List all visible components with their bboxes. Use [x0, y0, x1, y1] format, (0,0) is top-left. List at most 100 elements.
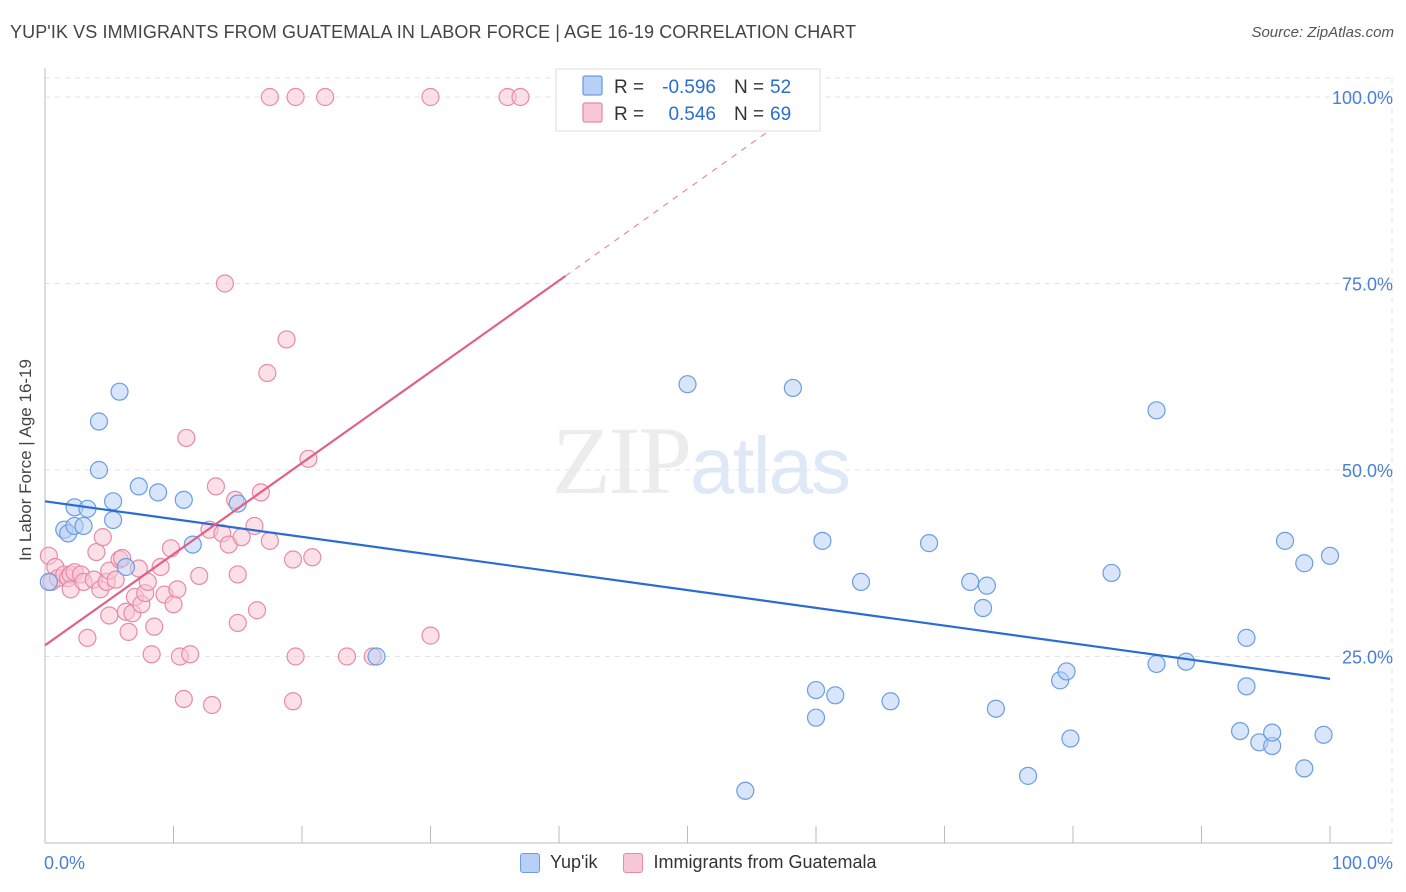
yupik-trend-line — [44, 500, 1331, 680]
yupik-point — [1275, 531, 1295, 550]
guatemala-point — [177, 428, 196, 448]
yupik-point — [1295, 759, 1314, 778]
guatemala-point — [303, 548, 322, 567]
legend-swatch-yupik — [582, 75, 603, 96]
guatemala-point — [174, 689, 193, 709]
tick-labels: 25.0% 50.0% 75.0% 100.0% 0.0% 100.0% — [44, 88, 1393, 873]
yupik-point — [961, 572, 980, 592]
guatemala-point — [168, 580, 187, 599]
guatemala-point — [181, 645, 200, 664]
guatemala-point — [283, 692, 303, 711]
legend-r-label: R = — [614, 104, 644, 125]
x-tick-label-min: 0.0% — [44, 853, 85, 873]
yupik-point — [183, 535, 202, 554]
yupik-point — [678, 375, 697, 394]
guatemala-point — [260, 87, 279, 107]
guatemala-point — [228, 613, 247, 633]
guatemala-point — [260, 531, 279, 550]
yupik-point — [116, 557, 136, 577]
y-tick-label: 25.0% — [1342, 648, 1393, 668]
yupik-point — [881, 692, 900, 711]
yupik-point — [1176, 652, 1196, 671]
bottom-legend: Yup'ik Immigrants from Guatemala — [520, 852, 903, 873]
guatemala-point — [161, 539, 181, 558]
legend-n-label: N = — [734, 104, 764, 125]
legend-n-value: 52 — [770, 77, 791, 98]
yupik-point — [1018, 766, 1038, 785]
yupik-point — [1314, 725, 1333, 744]
guatemala-trend-extension — [565, 115, 791, 277]
legend-item-yupik[interactable]: Yup'ik — [520, 852, 597, 873]
yupik-point — [919, 534, 939, 553]
yupik-point — [806, 680, 826, 700]
yupik-point — [367, 647, 386, 666]
trend-lines — [44, 115, 1331, 680]
yupik-point — [89, 460, 109, 480]
legend-item-guatemala[interactable]: Immigrants from Guatemala — [623, 852, 877, 873]
yupik-point — [104, 492, 123, 511]
yupik-point — [110, 382, 129, 401]
y-tick-label: 75.0% — [1342, 275, 1393, 295]
guatemala-point — [247, 601, 267, 620]
yupik-point — [148, 483, 168, 502]
yupik-point — [39, 572, 58, 592]
chart-source: Source: ZipAtlas.com — [1251, 24, 1394, 41]
yupik-point — [1057, 662, 1076, 681]
yupik-point — [986, 699, 1006, 718]
legend-label-yupik: Yup'ik — [550, 852, 598, 872]
legend-n-value: 69 — [770, 104, 791, 125]
y-tick-label: 100.0% — [1332, 88, 1393, 108]
yupik-point — [783, 378, 802, 398]
yupik-point — [1263, 723, 1282, 742]
guatemala-point — [511, 87, 530, 107]
guatemala-point — [206, 477, 226, 496]
guatemala-point — [78, 628, 97, 647]
yupik-swatch — [520, 852, 540, 873]
yupik-point — [977, 576, 997, 595]
chart-title: YUP'IK VS IMMIGRANTS FROM GUATEMALA IN L… — [10, 22, 857, 42]
guatemala-point — [119, 622, 138, 641]
guatemala-point — [421, 87, 440, 107]
guatemala-point — [277, 330, 296, 349]
guatemala-point — [228, 565, 247, 584]
guatemala-point — [337, 647, 357, 666]
guatemala-point — [142, 645, 161, 664]
y-tick-label: 50.0% — [1342, 461, 1393, 481]
x-tick-label-max: 100.0% — [1332, 853, 1393, 873]
yupik-point — [1147, 654, 1166, 674]
legend-n-label: N = — [734, 77, 764, 98]
grid-lines — [45, 77, 1393, 843]
yupik-point — [1320, 546, 1340, 565]
yupik-point — [806, 708, 826, 727]
yupik-point — [1147, 401, 1166, 420]
guatemala-point — [316, 87, 335, 107]
axes — [44, 68, 1392, 844]
yupik-point — [1230, 721, 1250, 741]
legend-r-label: R = — [614, 77, 644, 98]
guatemala-point — [164, 595, 183, 614]
guatemala-point — [151, 557, 170, 577]
correlation-legend: R = -0.596 N = 52 R = 0.546 N = 69 — [555, 68, 821, 132]
guatemala-point — [190, 566, 209, 586]
legend-r-value: -0.596 — [662, 77, 716, 98]
yupik-point — [1237, 677, 1256, 696]
yupik-point — [89, 412, 109, 431]
watermark: ZIPatlas — [552, 405, 851, 516]
guatemala-point — [202, 695, 222, 715]
yupik-point — [826, 686, 845, 705]
guatemala-point — [100, 606, 119, 625]
yupik-point — [104, 510, 123, 530]
legend-label-guatemala: Immigrants from Guatemala — [653, 852, 877, 872]
yupik-point — [174, 490, 193, 509]
guatemala-point — [283, 550, 303, 569]
yupik-point — [851, 572, 871, 592]
yupik-point — [813, 531, 832, 550]
guatemala-point — [215, 274, 234, 293]
guatemala-point — [145, 617, 164, 636]
yupik-point — [129, 477, 148, 496]
data-points — [39, 87, 1340, 800]
guatemala-point — [421, 626, 440, 645]
yupik-point — [973, 598, 993, 618]
yupik-point — [1295, 554, 1314, 573]
